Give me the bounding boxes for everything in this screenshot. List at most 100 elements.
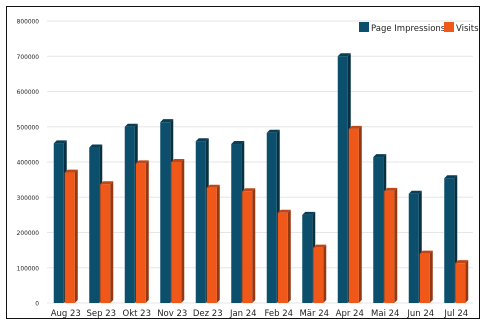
bar-top	[302, 211, 316, 215]
bar-front	[53, 143, 64, 303]
y-tick-label: 600000	[17, 88, 40, 96]
bar-front	[135, 163, 146, 303]
bar-visits	[313, 244, 327, 303]
bar-side	[216, 184, 220, 303]
x-tick-label: Dez 23	[193, 309, 223, 318]
bar-visits	[384, 187, 398, 303]
bar-top	[100, 181, 114, 185]
bar-visits	[348, 125, 362, 304]
bar-top	[419, 250, 433, 254]
bar-front	[160, 122, 171, 303]
legend-label-page-impressions: Page Impressions	[371, 24, 446, 34]
y-tick-label: 800000	[17, 18, 40, 26]
y-tick-label: 200000	[17, 229, 40, 237]
bar-front	[277, 212, 288, 303]
bar-visits	[242, 188, 256, 303]
bar-front	[384, 190, 395, 303]
bar-front	[171, 162, 182, 303]
x-tick-label: Apr 24	[336, 309, 364, 318]
x-tick-label: Jan 24	[229, 309, 257, 318]
bar-side	[252, 188, 256, 303]
x-axis-ticks: Aug 23 Sep 23 Okt 23 Nov 23 Dez 23 Jan 24 Feb …	[51, 309, 468, 318]
bar-top	[266, 129, 280, 133]
bar-top	[124, 123, 138, 127]
bar-visits	[100, 181, 114, 303]
bar-front	[419, 253, 430, 303]
bar-top	[277, 209, 291, 213]
bar-front	[455, 263, 466, 303]
x-tick-label: Sep 23	[86, 309, 116, 318]
bar-visits	[455, 260, 469, 303]
bar-visits	[419, 250, 433, 303]
bar-top	[348, 125, 362, 129]
bar-front	[408, 193, 419, 303]
bar-top	[408, 190, 422, 194]
bar-front	[195, 141, 206, 303]
bar-front	[373, 157, 384, 303]
bar-top	[53, 140, 67, 144]
y-tick-label: 400000	[17, 159, 40, 167]
bar-top	[195, 138, 209, 142]
bar-top	[171, 159, 185, 162]
x-tick-label: Nov 23	[157, 309, 187, 318]
bar-top	[206, 184, 220, 188]
bar-top	[444, 175, 458, 179]
bar-top	[64, 169, 78, 173]
bar-top	[455, 260, 469, 264]
bar-top	[160, 119, 174, 123]
bar-chart: 0 100000 200000 300000 400000 500000 600000 700…	[17, 18, 479, 319]
bar-side	[465, 260, 469, 303]
bar-side	[110, 181, 114, 303]
x-tick-label: Jul 24	[443, 309, 468, 318]
bar-front	[231, 144, 242, 303]
bar-top	[373, 154, 387, 158]
y-tick-label: 100000	[17, 264, 40, 272]
bar-front	[348, 128, 359, 303]
y-axis-ticks: 0 100000 200000 300000 400000 500000 600000 700…	[17, 18, 40, 308]
y-tick-label: 700000	[17, 53, 40, 61]
bar-top	[231, 141, 245, 145]
bar-front	[302, 214, 313, 303]
grid-lines	[47, 20, 473, 304]
bar-top	[313, 244, 327, 248]
x-tick-label: Aug 23	[51, 309, 81, 318]
bar-side	[394, 187, 398, 303]
bar-side	[145, 160, 149, 303]
bar-side	[358, 125, 362, 304]
bar-front	[64, 172, 75, 303]
y-tick-label: 300000	[17, 194, 40, 202]
bar-front	[337, 56, 348, 303]
bar-side	[287, 209, 291, 303]
bar-side	[74, 169, 78, 303]
x-tick-label: Jun 24	[406, 309, 434, 318]
bar-front	[89, 147, 100, 303]
bar-top	[135, 160, 149, 164]
y-tick-label: 0	[35, 300, 39, 308]
bar-side	[323, 244, 327, 303]
bar-top	[384, 187, 398, 191]
legend-swatch-page-impressions	[359, 22, 369, 32]
bar-front	[242, 191, 253, 303]
x-tick-label: Mai 24	[371, 309, 399, 318]
x-tick-label: Okt 23	[123, 309, 151, 318]
bar-front	[100, 184, 111, 303]
x-tick-label: Mär 24	[299, 309, 329, 318]
legend-swatch-visits	[444, 22, 454, 32]
bar-front	[206, 187, 217, 303]
bar-front	[124, 126, 135, 303]
x-tick-label: Feb 24	[264, 309, 293, 318]
bar-side	[429, 250, 433, 303]
bar-front	[444, 178, 455, 303]
bar-top	[242, 188, 256, 192]
bar-top	[337, 53, 351, 57]
bar-visits	[206, 184, 220, 303]
bar-front	[266, 132, 277, 303]
chart-frame: 0 100000 200000 300000 400000 500000 600000 700…	[6, 6, 480, 319]
bar-side	[181, 159, 185, 303]
bars	[53, 53, 469, 304]
bar-visits	[64, 169, 78, 303]
bar-visits	[277, 209, 291, 303]
bar-visits	[135, 160, 149, 303]
bar-front	[313, 247, 324, 303]
legend: Page Impressions Visits	[359, 22, 479, 34]
